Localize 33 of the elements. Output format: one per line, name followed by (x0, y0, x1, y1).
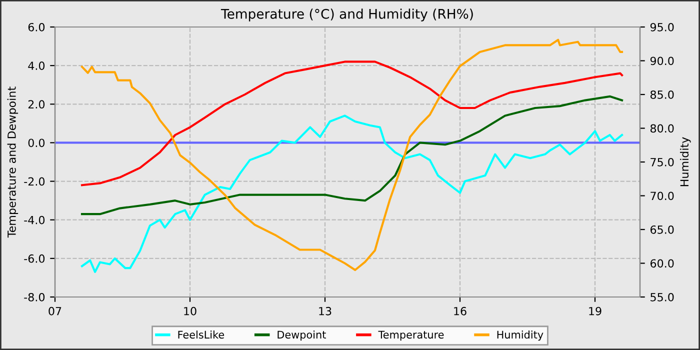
x-tick-label: 10 (184, 306, 196, 316)
y-tick-label: 0.0 (28, 138, 45, 148)
chart-title: Temperature (°C) and Humidity (RH%) (220, 8, 473, 22)
y-tick-label: 4.0 (28, 62, 45, 70)
y2-axis-title: Humidity (680, 137, 691, 186)
y-tick-label: 2.0 (28, 100, 45, 109)
y-tick-label: 6.0 (28, 22, 45, 32)
y2-tick-label: 85.0 (650, 90, 674, 99)
y2-tick-label: 70.0 (650, 192, 674, 200)
y2-tick-label: 65.0 (650, 225, 674, 234)
line-series (80, 114, 624, 273)
y2-tick-label: 60.0 (650, 259, 674, 268)
line-series (80, 38, 624, 272)
line-series (80, 95, 624, 216)
y-tick-label: -2.0 (24, 177, 45, 186)
y2-tick-label: 55.0 (650, 292, 674, 302)
y2-tick-label: 80.0 (650, 124, 674, 133)
line-series (80, 60, 624, 186)
y2-tick-label: 90.0 (650, 56, 674, 66)
y-tick-label: -6.0 (24, 254, 45, 263)
y2-tick-label: 75.0 (650, 158, 674, 166)
x-tick-label: 07 (48, 306, 62, 316)
y-axis-title: Temperature and Dewpoint (7, 86, 18, 238)
x-tick-label: 13 (319, 306, 332, 316)
legend-label: FeelsLike (178, 330, 224, 339)
x-tick-label: 16 (454, 306, 466, 316)
legend-label: Temperature (378, 330, 444, 341)
legend-label: Dewpoint (278, 330, 326, 341)
y2-tick-label: 95.0 (650, 22, 674, 32)
y-tick-label: -4.0 (24, 216, 45, 224)
x-tick-label: 19 (589, 306, 602, 316)
y-tick-label: -8.0 (24, 292, 45, 302)
legend-label: Humidity (497, 330, 544, 341)
